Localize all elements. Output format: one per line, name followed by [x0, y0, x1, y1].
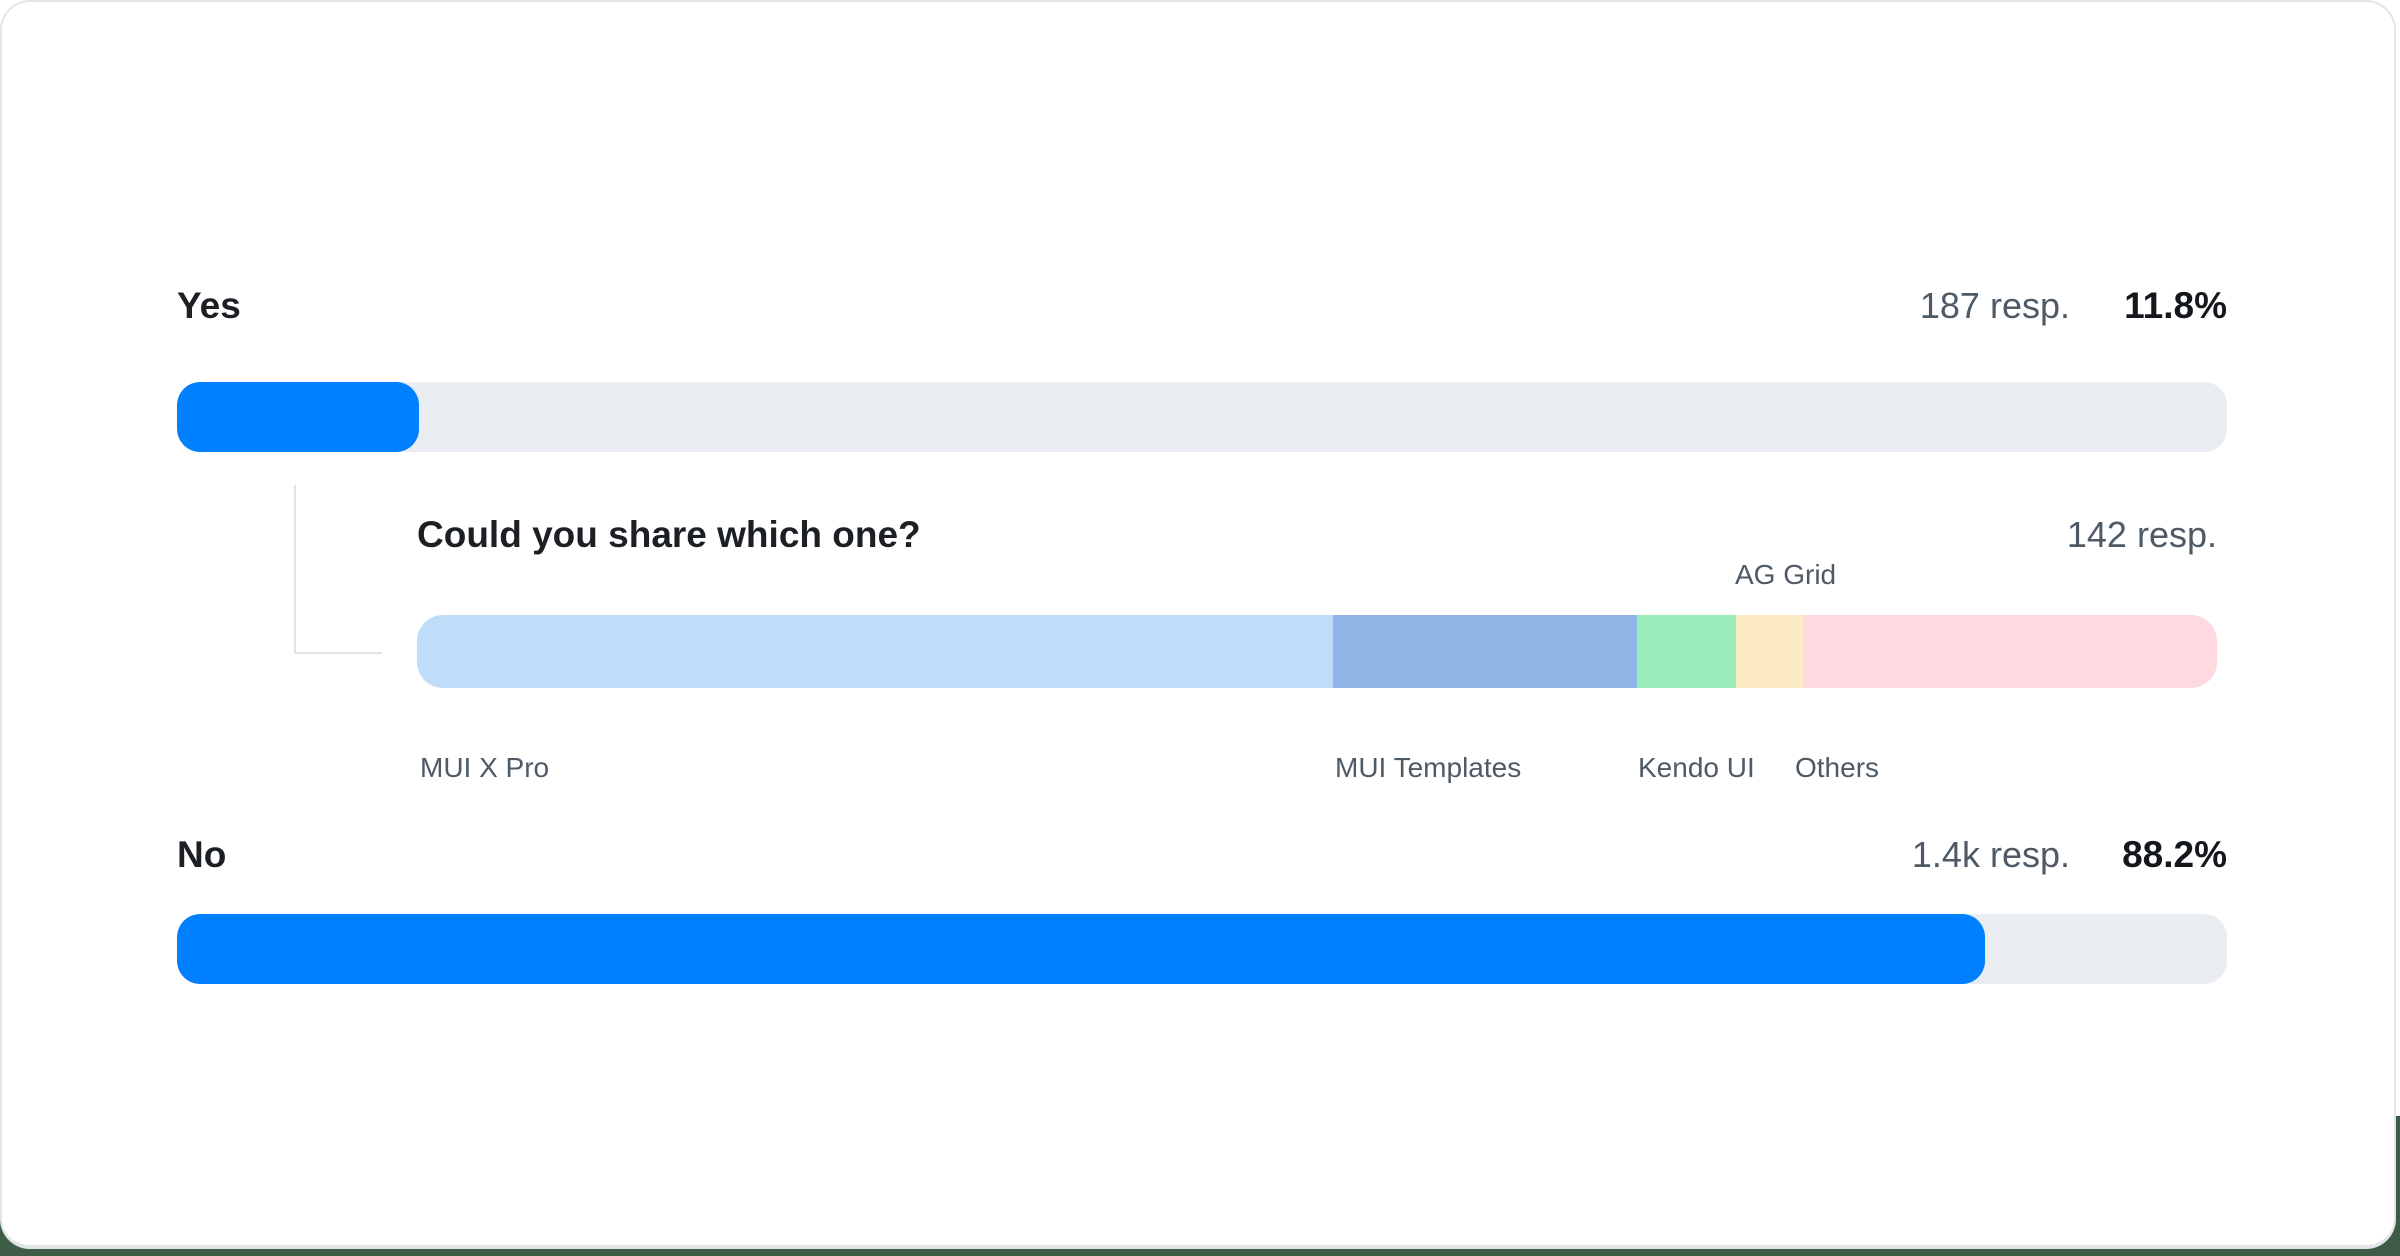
segment-ag-grid [1736, 615, 1803, 688]
percent-value-no: 88.2% [2122, 834, 2227, 875]
answer-stats-no: 1.4k resp. 88.2% [1912, 834, 2227, 876]
answer-bar-yes [177, 382, 2227, 452]
followup-connector-vertical [294, 485, 296, 654]
percent-value-yes: 11.8% [2124, 285, 2227, 326]
responses-count-yes: 187 resp. [1919, 285, 2070, 326]
followup-stacked-bar [417, 615, 2217, 688]
followup-title: Could you share which one? [417, 514, 921, 555]
segment-mui-x-pro [417, 615, 1334, 688]
answer-stats-yes: 187 resp. 11.8% [1920, 285, 2227, 327]
followup-connector-horizontal [294, 652, 382, 654]
segment-label-ag-grid: AG Grid [1735, 559, 1837, 590]
answer-label-yes: Yes [177, 285, 241, 326]
answer-label-no: No [177, 834, 227, 875]
responses-count-followup: 142 resp. [2066, 514, 2217, 555]
answer-bar-fill-no [177, 914, 1986, 984]
responses-count-no: 1.4k resp. [1911, 834, 2070, 875]
followup-question-block: Could you share which one? 142 resp. AG … [417, 514, 2217, 783]
segment-kendo-ui [1637, 615, 1737, 688]
segment-others [1802, 615, 2217, 688]
answer-bar-fill-yes [177, 382, 419, 452]
segment-mui-templates [1333, 615, 1638, 688]
answer-row-no: No 1.4k resp. 88.2% [177, 834, 2227, 876]
followup-header: Could you share which one? 142 resp. [417, 514, 2217, 556]
segment-label-mui-templates: MUI Templates [1335, 752, 1522, 783]
answer-row-yes: Yes 187 resp. 11.8% [177, 285, 2227, 327]
segment-label-kendo-ui: Kendo UI [1638, 752, 1755, 783]
segment-label-mui-x-pro: MUI X Pro [420, 752, 550, 783]
segment-label-others: Others [1795, 752, 1880, 783]
answer-bar-no [177, 914, 2227, 984]
